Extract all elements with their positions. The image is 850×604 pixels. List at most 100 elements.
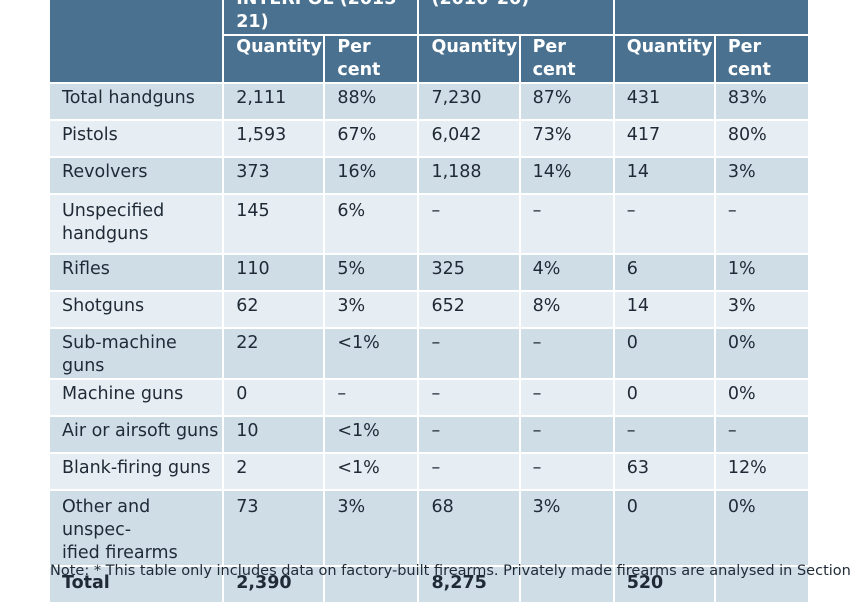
cell-percent: 14% bbox=[520, 158, 613, 193]
cell-percent: – bbox=[520, 454, 613, 489]
cell-percent: 4% bbox=[520, 255, 613, 290]
row-label: Shotguns bbox=[50, 292, 223, 327]
row-label-line: ified firearms bbox=[62, 543, 178, 563]
cell-quantity: – bbox=[419, 329, 519, 378]
cell-percent: 5% bbox=[325, 255, 418, 290]
table-row: Machine guns 0 – – – 0 0% bbox=[50, 380, 808, 415]
header-quantity: Quantity bbox=[224, 36, 324, 82]
cell-percent: – bbox=[520, 195, 613, 253]
cell-quantity: 7,230 bbox=[419, 84, 519, 119]
cell-quantity: – bbox=[614, 195, 714, 253]
cell-percent: 1% bbox=[715, 255, 808, 290]
cell-quantity: – bbox=[419, 454, 519, 489]
header-blank-cell bbox=[50, 0, 223, 82]
row-label: Blank-firing guns bbox=[50, 454, 223, 489]
cell-quantity: 110 bbox=[224, 255, 324, 290]
row-label: Air or airsoft guns bbox=[50, 417, 223, 452]
cell-quantity: – bbox=[419, 380, 519, 415]
cell-quantity: 68 bbox=[419, 491, 519, 565]
cell-percent: 73% bbox=[520, 121, 613, 156]
table-row: Rifles 110 5% 325 4% 6 1% bbox=[50, 255, 808, 290]
header-group-1: INTERPOL (2015–21) bbox=[224, 0, 418, 34]
cell-percent: 8% bbox=[520, 292, 613, 327]
cell-quantity: 145 bbox=[224, 195, 324, 253]
cell-percent: 0% bbox=[715, 491, 808, 565]
cell-percent: <1% bbox=[325, 329, 418, 378]
row-label-line: handguns bbox=[62, 224, 149, 244]
row-label: Rifles bbox=[50, 255, 223, 290]
cell-quantity: 0 bbox=[614, 491, 714, 565]
header-group-row: INTERPOL (2015–21) (2016–20) bbox=[50, 0, 808, 82]
cell-quantity: 6 bbox=[614, 255, 714, 290]
header-sub-row: Quantity Per cent Quantity Per cent Quan… bbox=[50, 36, 808, 82]
table-row: Total handguns 2,111 88% 7,230 87% 431 8… bbox=[50, 84, 808, 119]
firearms-table: INTERPOL (2015–21) (2016–20) Quantity Pe… bbox=[48, 0, 810, 604]
cell-quantity: 431 bbox=[614, 84, 714, 119]
cell-quantity: 417 bbox=[614, 121, 714, 156]
cell-quantity: 14 bbox=[614, 292, 714, 327]
row-label: Other and unspec-ified firearms bbox=[50, 491, 223, 565]
cell-quantity: – bbox=[419, 417, 519, 452]
cell-quantity: 62 bbox=[224, 292, 324, 327]
cell-percent: <1% bbox=[325, 454, 418, 489]
cell-percent: 87% bbox=[520, 84, 613, 119]
cell-quantity: 1,188 bbox=[419, 158, 519, 193]
row-label: Total handguns bbox=[50, 84, 223, 119]
header-quantity: Quantity bbox=[419, 36, 519, 82]
cell-quantity: 14 bbox=[614, 158, 714, 193]
cell-percent: 88% bbox=[325, 84, 418, 119]
cell-percent: 3% bbox=[520, 491, 613, 565]
cell-quantity: 325 bbox=[419, 255, 519, 290]
cell-percent: <1% bbox=[325, 417, 418, 452]
cell-percent: 3% bbox=[715, 292, 808, 327]
table-row: Pistols 1,593 67% 6,042 73% 417 80% bbox=[50, 121, 808, 156]
row-label: Machine guns bbox=[50, 380, 223, 415]
cell-percent: – bbox=[520, 329, 613, 378]
cell-quantity: 22 bbox=[224, 329, 324, 378]
cell-percent: 0% bbox=[715, 380, 808, 415]
cell-quantity: 10 bbox=[224, 417, 324, 452]
table-row: Sub-machine guns 22 <1% – – 0 0% bbox=[50, 329, 808, 378]
cell-percent: 3% bbox=[325, 491, 418, 565]
header-percent: Per cent bbox=[325, 36, 418, 82]
header-group-3 bbox=[614, 0, 808, 34]
row-label: Revolvers bbox=[50, 158, 223, 193]
firearms-table-container: INTERPOL (2015–21) (2016–20) Quantity Pe… bbox=[50, 0, 808, 604]
cell-quantity: 2,111 bbox=[224, 84, 324, 119]
table-row: Unspecified handguns 145 6% – – – – bbox=[50, 195, 808, 253]
cell-quantity: 0 bbox=[614, 380, 714, 415]
row-label: Sub-machine guns bbox=[50, 329, 223, 378]
row-label: Unspecified handguns bbox=[50, 195, 223, 253]
cell-percent: – bbox=[715, 195, 808, 253]
row-label-line: Unspecified bbox=[62, 201, 165, 221]
cell-quantity: 2 bbox=[224, 454, 324, 489]
cell-quantity: 73 bbox=[224, 491, 324, 565]
cell-quantity: – bbox=[419, 195, 519, 253]
header-quantity: Quantity bbox=[614, 36, 714, 82]
cell-percent: 0% bbox=[715, 329, 808, 378]
cell-percent: 3% bbox=[325, 292, 418, 327]
table-row: Shotguns 62 3% 652 8% 14 3% bbox=[50, 292, 808, 327]
cell-quantity: 1,593 bbox=[224, 121, 324, 156]
cell-quantity: 6,042 bbox=[419, 121, 519, 156]
cell-percent: – bbox=[325, 380, 418, 415]
header-percent: Per cent bbox=[715, 36, 808, 82]
cell-percent: 83% bbox=[715, 84, 808, 119]
row-label: Pistols bbox=[50, 121, 223, 156]
header-percent: Per cent bbox=[520, 36, 613, 82]
cell-percent: 6% bbox=[325, 195, 418, 253]
cell-quantity: 0 bbox=[224, 380, 324, 415]
cell-percent: 12% bbox=[715, 454, 808, 489]
table-row: Air or airsoft guns 10 <1% – – – – bbox=[50, 417, 808, 452]
row-label-line: Other and unspec- bbox=[62, 497, 151, 540]
table-note: Note: * This table only includes data on… bbox=[50, 563, 850, 579]
cell-percent: – bbox=[520, 417, 613, 452]
cell-quantity: 652 bbox=[419, 292, 519, 327]
table-row: Other and unspec-ified firearms 73 3% 68… bbox=[50, 491, 808, 565]
cell-quantity: 63 bbox=[614, 454, 714, 489]
table-row: Revolvers 373 16% 1,188 14% 14 3% bbox=[50, 158, 808, 193]
cell-percent: – bbox=[715, 417, 808, 452]
cell-quantity: 373 bbox=[224, 158, 324, 193]
header-group-2: (2016–20) bbox=[419, 0, 613, 34]
cell-quantity: 0 bbox=[614, 329, 714, 378]
